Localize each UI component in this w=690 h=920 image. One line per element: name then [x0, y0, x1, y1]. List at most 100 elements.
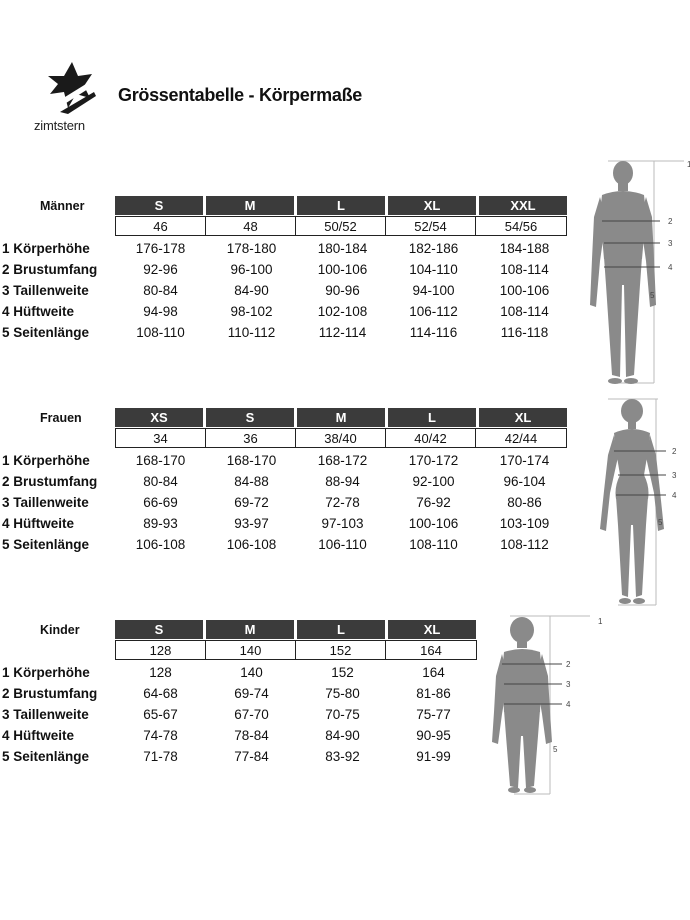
cell: 90-96 [325, 283, 360, 298]
cell: 71-78 [143, 749, 178, 764]
cell: 91-99 [416, 749, 451, 764]
eu-size: 38/40 [296, 429, 386, 447]
measurement-rows: 1 Körperhöhe 168-170 168-170 168-172 170… [0, 450, 570, 555]
cell: 114-116 [409, 325, 458, 340]
cell: 106-108 [226, 537, 277, 552]
cell: 97-103 [321, 516, 364, 531]
cell: 164 [422, 665, 445, 680]
cell: 106-110 [318, 537, 367, 552]
eu-size: 40/42 [386, 429, 476, 447]
cell: 98-102 [230, 304, 273, 319]
size-header: S [115, 196, 206, 215]
table-row: 4 Hüftweite 74-78 78-84 84-90 90-95 [0, 725, 479, 746]
child-figure: 1 2 3 4 5 [490, 612, 610, 797]
table-row: 5 Seitenlänge 108-110 110-112 112-114 11… [0, 322, 570, 343]
row-label: 5 Seitenlänge [2, 325, 90, 340]
eu-size: 52/54 [386, 217, 476, 235]
cell: 94-98 [143, 304, 178, 319]
row-label: 4 Hüftweite [2, 516, 75, 531]
row-label: 3 Taillenweite [2, 707, 89, 722]
cell: 168-172 [317, 453, 368, 468]
cell: 74-78 [143, 728, 178, 743]
cell: 108-110 [136, 325, 185, 340]
marker-label: 3 [566, 680, 571, 689]
cell: 84-90 [234, 283, 269, 298]
cell: 168-170 [135, 453, 186, 468]
cell: 112-114 [318, 325, 367, 340]
eu-size: 48 [206, 217, 296, 235]
cell: 184-188 [499, 241, 550, 256]
size-header: L [297, 196, 388, 215]
eu-size-row: 34 36 38/40 40/42 42/44 [115, 428, 567, 448]
size-header: L [297, 620, 388, 639]
size-header: L [388, 408, 479, 427]
eu-size: 152 [296, 641, 386, 659]
cell: 128 [149, 665, 172, 680]
table-row: 5 Seitenlänge 71-78 77-84 83-92 91-99 [0, 746, 479, 767]
cell: 100-106 [317, 262, 368, 277]
table-row: 4 Hüftweite 94-98 98-102 102-108 106-112… [0, 301, 570, 322]
cell: 176-178 [135, 241, 186, 256]
marker-label: 2 [668, 217, 673, 226]
row-label: 3 Taillenweite [2, 283, 89, 298]
cell: 83-92 [325, 749, 360, 764]
cell: 92-100 [412, 474, 455, 489]
size-header-row: S M L XL XXL [115, 196, 567, 215]
cell: 93-97 [234, 516, 269, 531]
cell: 104-110 [409, 262, 458, 277]
cell: 178-180 [226, 241, 277, 256]
marker-label: 1 [598, 617, 603, 626]
cell: 69-72 [234, 495, 269, 510]
female-body-icon: 2 3 4 5 [600, 398, 677, 606]
cell: 100-106 [408, 516, 459, 531]
cell: 102-108 [317, 304, 368, 319]
cell: 94-100 [412, 283, 455, 298]
table-row: 2 Brustumfang 92-96 96-100 100-106 104-1… [0, 259, 570, 280]
cell: 116-118 [500, 325, 549, 340]
cell: 168-170 [226, 453, 277, 468]
cell: 106-112 [409, 304, 458, 319]
marker-label: 3 [668, 239, 673, 248]
cell: 80-86 [507, 495, 542, 510]
cell: 78-84 [234, 728, 269, 743]
page-title: Grössentabelle - Körpermaße [118, 85, 362, 105]
row-label: 2 Brustumfang [2, 262, 98, 277]
cell: 66-69 [143, 495, 178, 510]
marker-label: 4 [668, 263, 673, 272]
eu-size: 140 [206, 641, 296, 659]
male-figure: 1 2 3 4 5 [588, 155, 690, 390]
cell: 72-78 [325, 495, 360, 510]
row-label: 5 Seitenlänge [2, 537, 90, 552]
cell: 108-112 [500, 537, 549, 552]
cell: 77-84 [234, 749, 269, 764]
marker-label: 2 [566, 660, 571, 669]
size-header: M [206, 196, 297, 215]
cell: 80-84 [143, 474, 178, 489]
cell: 140 [240, 665, 263, 680]
female-figure: 2 3 4 5 [588, 395, 688, 610]
table-row: 1 Körperhöhe 176-178 178-180 180-184 182… [0, 238, 570, 259]
brand-logo: zimtstern [28, 62, 118, 142]
cell: 108-110 [409, 537, 458, 552]
cell: 84-90 [325, 728, 360, 743]
cell: 152 [331, 665, 354, 680]
cell: 64-68 [143, 686, 178, 701]
eu-size-row: 46 48 50/52 52/54 54/56 [115, 216, 567, 236]
eu-size-row: 128 140 152 164 [115, 640, 477, 660]
marker-label: 4 [672, 491, 677, 500]
cell: 180-184 [317, 241, 368, 256]
cell: 103-109 [499, 516, 550, 531]
row-label: 3 Taillenweite [2, 495, 89, 510]
eu-size: 46 [116, 217, 206, 235]
size-header: XL [388, 196, 479, 215]
marker-label: 5 [553, 745, 558, 754]
cell: 108-114 [500, 262, 549, 277]
row-label: 5 Seitenlänge [2, 749, 90, 764]
cell: 90-95 [416, 728, 451, 743]
cell: 92-96 [143, 262, 178, 277]
child-body-icon: 1 2 3 4 5 [492, 615, 603, 795]
size-header: XS [115, 408, 206, 427]
cell: 65-67 [143, 707, 178, 722]
eu-size: 42/44 [504, 430, 538, 446]
table-row: 1 Körperhöhe 168-170 168-170 168-172 170… [0, 450, 570, 471]
